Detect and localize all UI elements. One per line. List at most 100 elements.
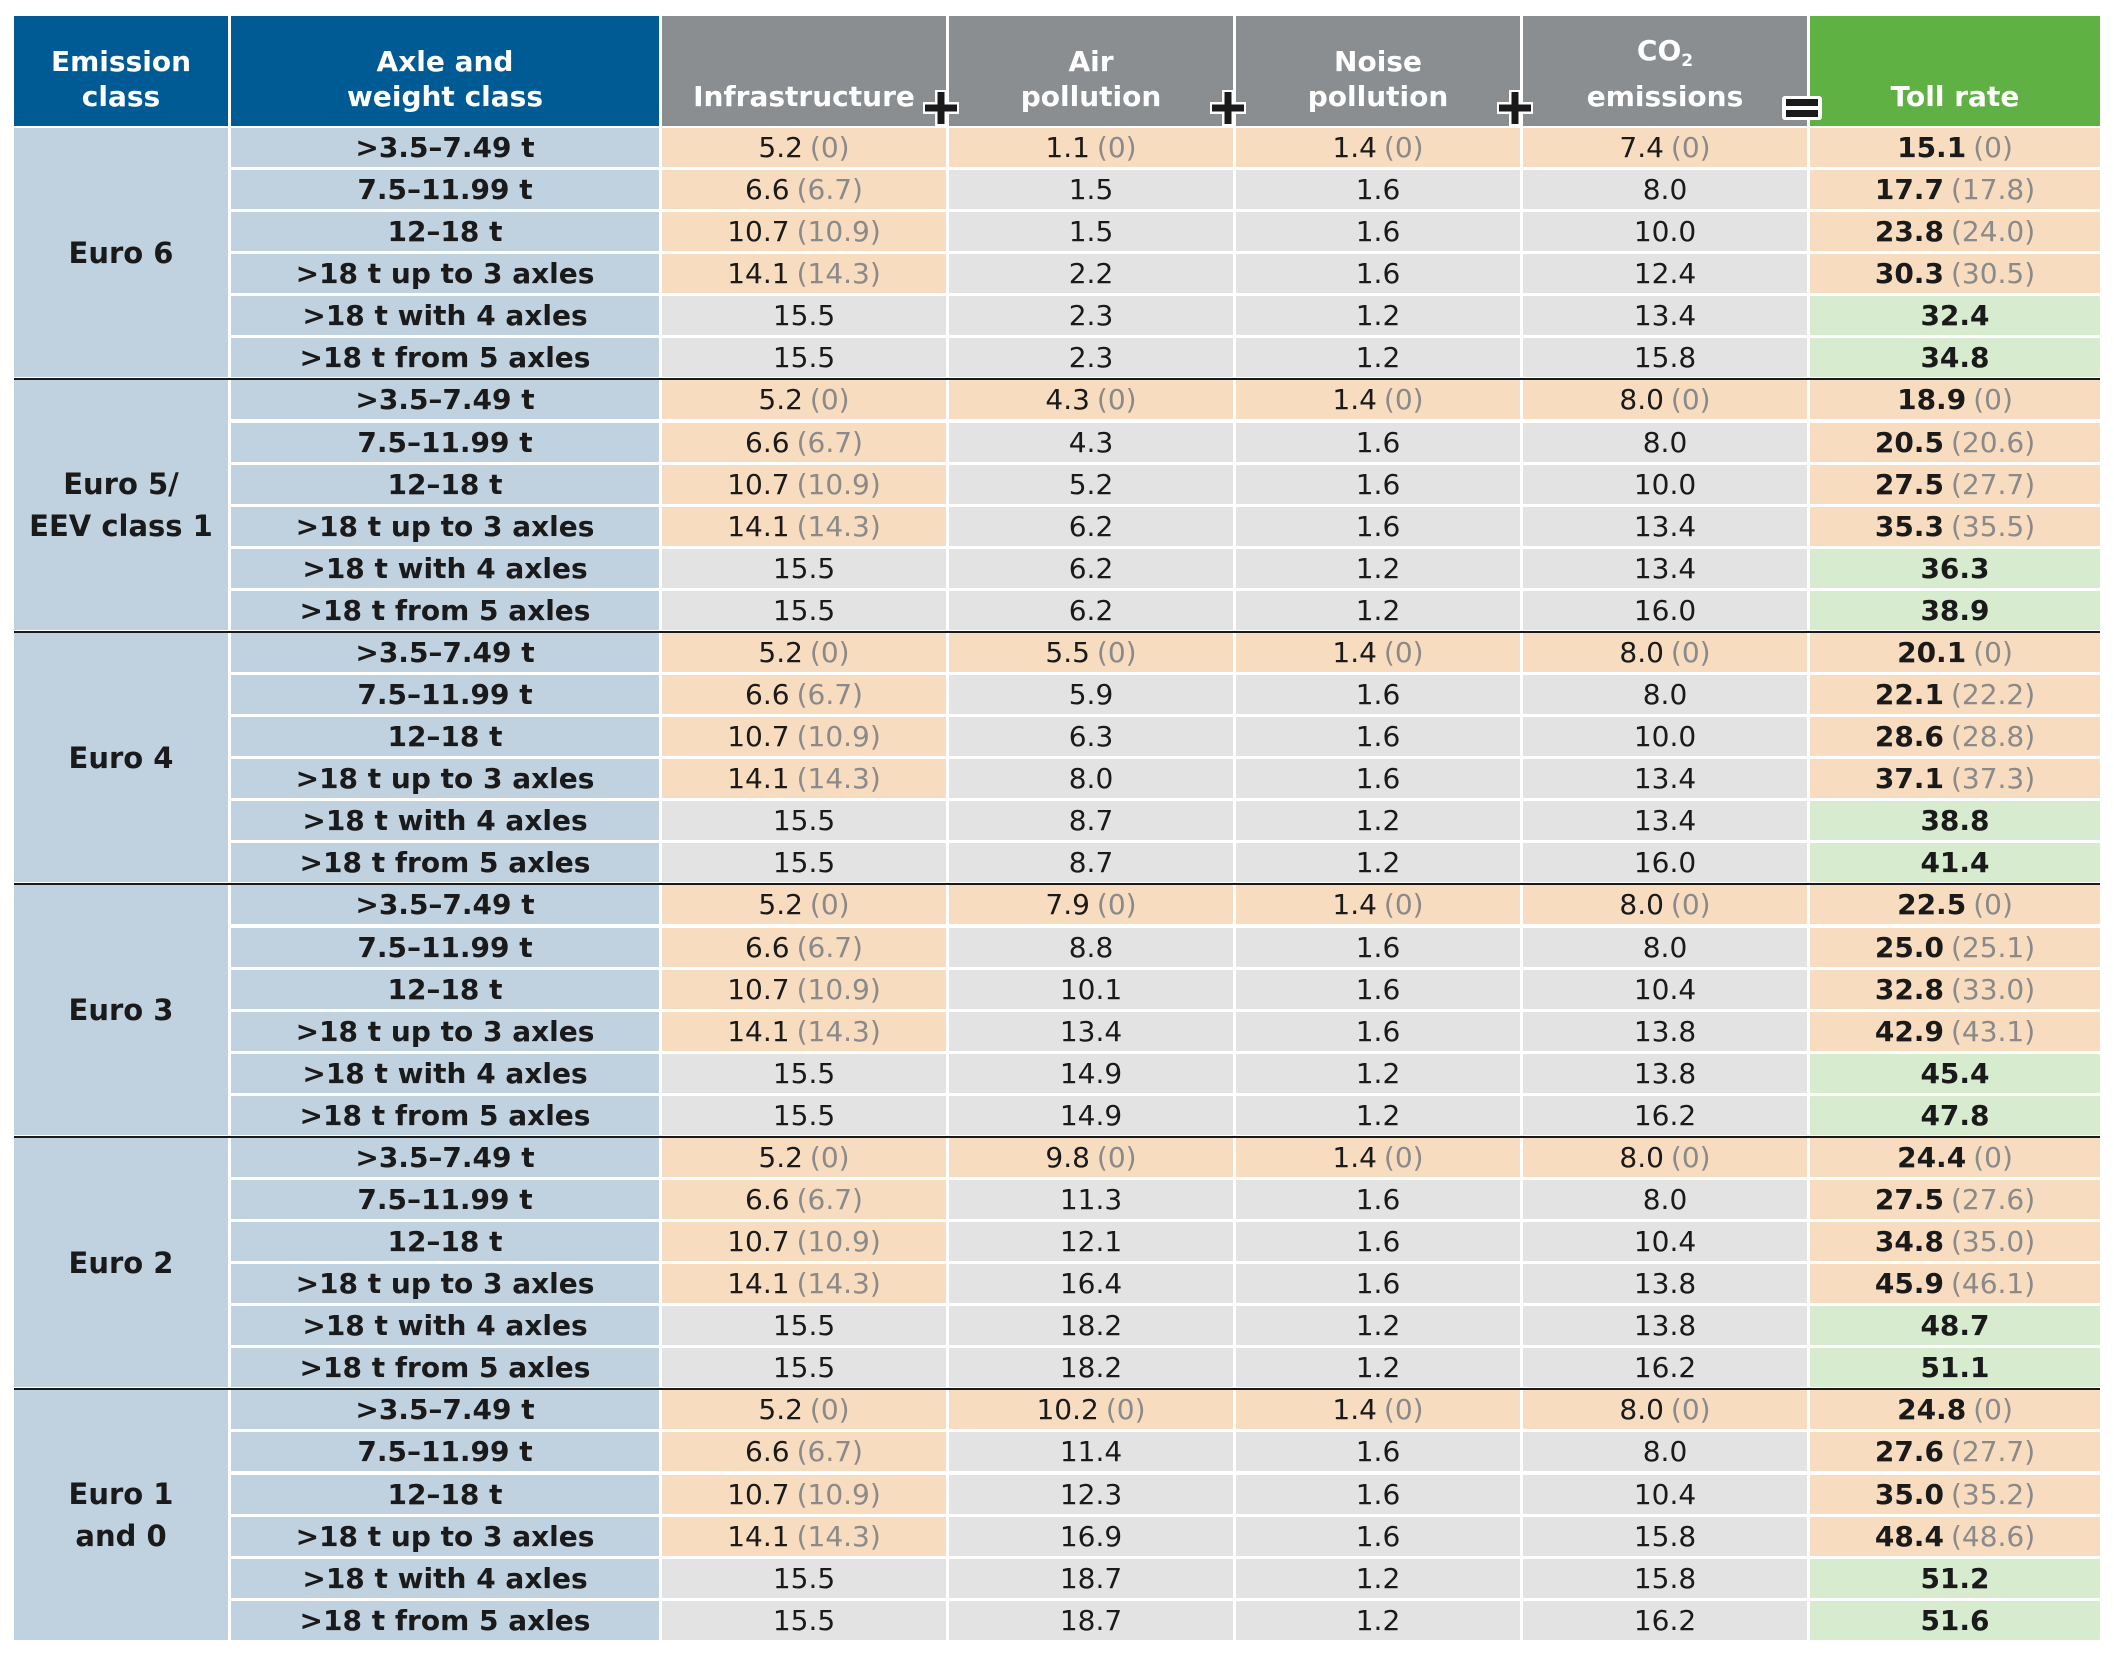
infrastructure-value: 5.2	[758, 635, 803, 669]
reduced-rate-number: 0	[1394, 1140, 1413, 1174]
reduced-rate-number: 14.3	[807, 762, 870, 796]
reduced-rate-value: (0)	[1096, 635, 1137, 669]
co2-value: 8.0	[1642, 930, 1688, 964]
co2-value: 10.4	[1633, 972, 1697, 1006]
infrastructure-cell: 5.2 (0)	[662, 885, 946, 925]
noise-cell: 1.2	[1236, 1558, 1520, 1598]
infrastructure-value: 15.5	[772, 804, 836, 838]
air-value: 14.9	[1059, 1098, 1123, 1132]
reduced-rate-value: (27.6)	[1950, 1183, 2036, 1216]
toll-rate-value: 51.2	[1920, 1561, 1990, 1595]
co2-cell: 10.0	[1523, 464, 1807, 504]
column-header-emission_class: Emission class	[14, 16, 228, 126]
noise-cell: 1.6	[1236, 969, 1520, 1009]
noise-cell: 1.2	[1236, 548, 1520, 588]
reduced-rate-number: 0	[820, 1393, 839, 1427]
noise-cell: 1.6	[1236, 1222, 1520, 1262]
reduced-rate-number: 0	[1394, 1393, 1413, 1427]
co2-value: 13.8	[1633, 1309, 1697, 1343]
infrastructure-value: 5.2	[758, 131, 803, 164]
column-header-text: CO2 emissions	[1587, 33, 1744, 114]
noise-value: 1.4	[1332, 1140, 1377, 1174]
reduced-rate-number: 0	[1107, 635, 1126, 669]
emission-class-line: Euro 4	[68, 740, 174, 775]
infrastructure-value: 10.7	[727, 720, 790, 754]
noise-cell: 1.4 (0)	[1236, 380, 1520, 420]
weight-class-cell: >3.5–7.49 t	[231, 380, 659, 420]
air-cell: 9.8 (0)	[949, 1137, 1233, 1177]
toll-rate-value: 38.9	[1920, 593, 1990, 627]
column-header-text: Emission class	[51, 44, 191, 114]
noise-cell: 1.2	[1236, 1095, 1520, 1135]
weight-class-cell: >18 t with 4 axles	[231, 1306, 659, 1346]
reduced-rate-number: 0	[820, 635, 839, 669]
emission-class-cell: Euro 2	[14, 1137, 228, 1388]
noise-cell: 1.6	[1236, 717, 1520, 757]
infrastructure-cell: 6.6 (6.7)	[662, 1180, 946, 1219]
reduced-rate-value: (0)	[809, 888, 850, 922]
air-cell: 1.5	[949, 170, 1233, 210]
column-header-line: pollution	[1308, 79, 1449, 114]
reduced-rate-number: 0	[820, 888, 839, 922]
co2-value: 7.4	[1619, 131, 1664, 164]
noise-value: 1.6	[1355, 1435, 1401, 1469]
column-header-line-text: Axle and	[376, 45, 514, 78]
noise-value: 1.2	[1355, 846, 1401, 880]
reduced-rate-value: (17.8)	[1950, 173, 2036, 207]
air-value: 5.5	[1045, 635, 1090, 669]
air-value: 6.2	[1068, 509, 1114, 543]
co2-cell: 8.0 (0)	[1523, 1137, 1807, 1177]
reduced-rate-value: (0)	[1670, 1393, 1711, 1427]
noise-value: 1.4	[1332, 888, 1377, 922]
air-value: 1.5	[1068, 215, 1114, 249]
co2-cell: 16.2	[1523, 1600, 1807, 1640]
air-value: 2.3	[1068, 341, 1114, 375]
reduced-rate-number: 0	[1984, 1140, 2002, 1174]
toll-rate-value: 42.9	[1874, 1014, 1944, 1048]
weight-class-cell: >18 t from 5 axles	[231, 590, 659, 630]
co2-cell: 8.0	[1523, 422, 1807, 462]
reduced-rate-number: 0	[1394, 888, 1413, 922]
emission-class-line: Euro 2	[68, 1245, 174, 1280]
co2-value: 13.8	[1633, 1056, 1697, 1090]
noise-cell: 1.6	[1236, 464, 1520, 504]
weight-class-cell: >18 t up to 3 axles	[231, 1011, 659, 1051]
co2-cell: 13.4	[1523, 506, 1807, 546]
column-header-line: emissions	[1587, 79, 1744, 114]
air-value: 6.2	[1068, 551, 1114, 585]
noise-cell: 1.4 (0)	[1236, 128, 1520, 167]
toll-rate-cell: 30.3 (30.5)	[1810, 254, 2100, 294]
reduced-rate-number: 6.7	[807, 678, 853, 712]
air-value: 2.3	[1068, 299, 1114, 333]
air-value: 5.2	[1068, 467, 1114, 501]
infrastructure-value: 5.2	[758, 1393, 803, 1427]
infrastructure-value: 15.5	[772, 1056, 836, 1090]
co2-value: 16.2	[1633, 1351, 1697, 1385]
air-value: 8.0	[1068, 762, 1114, 796]
co2-cell: 15.8	[1523, 1558, 1807, 1598]
co2-cell: 8.0 (0)	[1523, 1390, 1807, 1430]
co2-value: 16.2	[1633, 1603, 1697, 1637]
noise-value: 1.6	[1355, 1477, 1401, 1511]
air-cell: 1.1 (0)	[949, 128, 1233, 167]
noise-value: 1.2	[1355, 341, 1401, 375]
noise-value: 1.4	[1332, 1393, 1377, 1427]
co2-value: 13.8	[1633, 1014, 1697, 1048]
column-header-co2: CO2 emissions	[1523, 16, 1807, 126]
toll-rate-value: 24.4	[1897, 1140, 1967, 1174]
reduced-rate-value: (35.5)	[1950, 509, 2036, 543]
air-cell: 10.1	[949, 969, 1233, 1009]
air-cell: 11.3	[949, 1180, 1233, 1219]
reduced-rate-number: 0	[1107, 131, 1126, 164]
reduced-rate-number: 20.6	[1961, 425, 2025, 459]
co2-cell: 8.0	[1523, 927, 1807, 967]
infrastructure-value: 14.1	[727, 257, 790, 291]
noise-cell: 1.6	[1236, 506, 1520, 546]
infrastructure-cell: 15.5	[662, 1095, 946, 1135]
emission-class-cell: Euro 5/EEV class 1	[14, 380, 228, 630]
air-cell: 2.3	[949, 338, 1233, 378]
column-header-line: Toll rate	[1891, 79, 2020, 114]
reduced-rate-value: (0)	[1383, 1393, 1424, 1427]
toll-rate-value: 22.5	[1897, 888, 1967, 922]
toll-rate-value: 30.3	[1874, 257, 1944, 291]
